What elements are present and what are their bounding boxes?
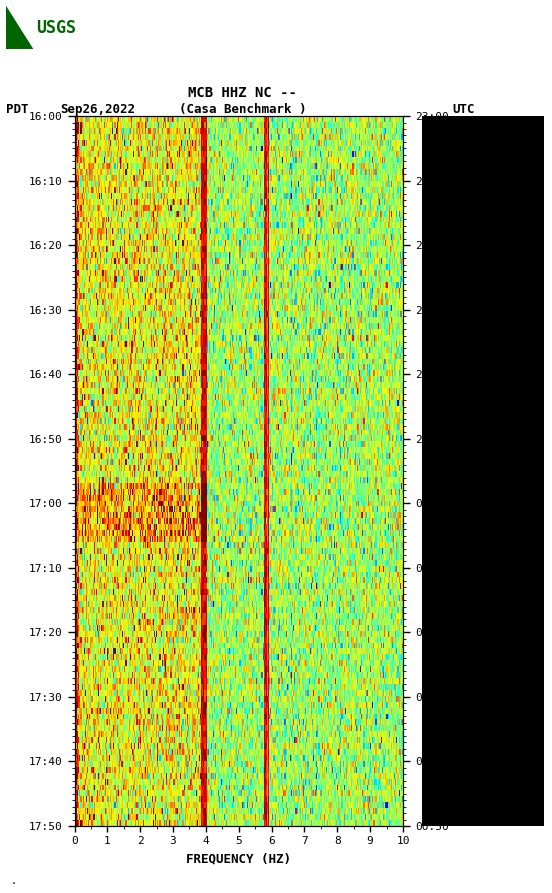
Text: Sep26,2022: Sep26,2022: [61, 103, 136, 116]
Text: UTC: UTC: [453, 103, 475, 116]
Text: .: .: [11, 876, 17, 886]
Text: PDT: PDT: [6, 103, 28, 116]
Text: (Casa Benchmark ): (Casa Benchmark ): [179, 103, 306, 116]
Text: MCB HHZ NC --: MCB HHZ NC --: [188, 86, 298, 100]
X-axis label: FREQUENCY (HZ): FREQUENCY (HZ): [186, 852, 291, 865]
Polygon shape: [6, 6, 33, 49]
Text: USGS: USGS: [36, 19, 76, 37]
